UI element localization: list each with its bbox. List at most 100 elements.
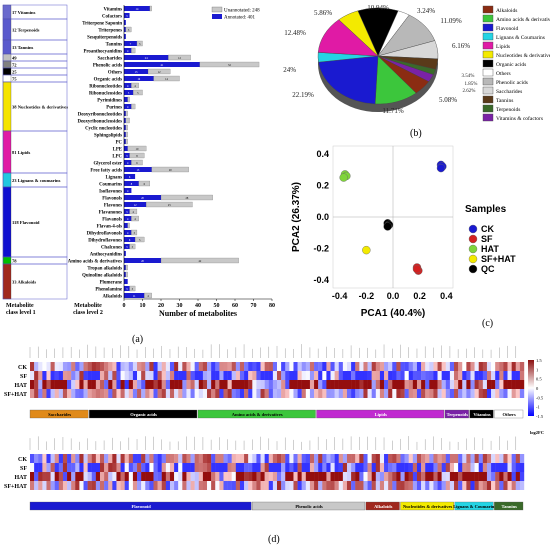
heatmap-cell [46,380,51,389]
heatmap-cell [384,481,389,490]
legend-label: Phenolic acids [496,80,528,86]
heatmap-cell [132,481,138,490]
heatmap-cell [326,389,331,398]
heatmap-cell [416,389,422,398]
heatmap-cell [499,463,504,472]
heatmap-cell [157,472,162,481]
heatmap-cell [408,463,414,472]
heatmap-cell [342,481,348,490]
heatmap-cell [207,389,212,398]
heatmap-cell [322,472,327,481]
x-tick-label: 10 [140,303,146,309]
heatmap-cell [42,481,47,490]
heatmap-cell [178,454,183,463]
heatmap-cell [404,362,409,371]
heatmap-cell [231,463,237,472]
heatmap-cell [363,481,368,490]
bar-unannotated [125,110,128,117]
heatmap-cell [112,371,117,380]
heatmap-cell [34,380,39,389]
heatmap-cell [486,389,492,398]
bar-value-annotated: 11 [133,295,136,298]
colorbar-label: log2FC [530,430,544,435]
heatmap-cell [178,380,183,389]
heatmap-cell [285,380,290,389]
legend-swatch [482,59,494,68]
category-label: Sesquiterpenoids [87,36,122,41]
legend-text-unannotated: Unannotated: 248 [224,9,260,14]
heatmap-cell [421,481,426,490]
heatmap-cell [42,454,47,463]
heatmap-cell [54,454,60,463]
heatmap-cell [264,380,269,389]
bar-unannotated [135,236,145,243]
heatmap-cell [145,362,150,371]
heatmap-cell [252,481,257,490]
pie-percent-label: 5.86% [314,9,332,17]
heatmap-cell [128,481,134,490]
heatmap-cell [248,481,253,490]
category-label: Deoxyribonucleosides [77,120,122,125]
y-tick-label: -0.2 [313,244,329,254]
heatmap-cell [433,371,438,380]
heatmap-cell [293,362,298,371]
legend-label: Terpenoids [496,107,520,113]
heatmap-cell [474,481,479,490]
heatmap-cell [297,472,302,481]
level1-strip [2,67,12,76]
heatmap-cell [215,389,220,398]
heatmap-cell [124,472,129,481]
heatmap-cell [239,389,245,398]
category-label: Glycerol ester [93,162,122,167]
bar-value-annotated: 3 [126,211,128,214]
bar-annotated [124,76,154,81]
heatmap-cell [186,362,191,371]
heatmap-cell [519,472,525,481]
heatmap-cell [174,389,179,398]
heatmap-cell [384,362,389,371]
heatmap-cell [219,472,224,481]
heatmap-cell [511,463,516,472]
heatmap-cell [326,371,331,380]
heatmap-cell [433,481,438,490]
heatmap-cell [79,472,84,481]
heatmap-cell [445,389,451,398]
heatmap-cell [211,389,216,398]
heatmap-cell [252,463,257,472]
heatmap-cell [458,389,463,398]
heatmap-cell [174,371,179,380]
heatmap-cell [145,371,150,380]
heatmap-cell [235,454,241,463]
heatmap-cell [264,454,269,463]
heatmap-cell [141,380,146,389]
heatmap-cell [379,463,385,472]
heatmap-cell [157,380,162,389]
heatmap-cell [330,371,335,380]
heatmap-cell [227,454,232,463]
heatmap-cell [486,463,492,472]
heatmap-cell [67,481,72,490]
level1-label: 17 Vitamins [12,10,36,15]
heatmap-cell [75,481,80,490]
heatmap-cell [202,389,208,398]
heatmap-cell [384,389,389,398]
heatmap-cell [305,389,311,398]
heatmap-cell [239,463,245,472]
heatmap-cell [137,389,142,398]
heatmap-cell [34,362,39,371]
heatmap-cell [219,371,224,380]
heatmap-cell [235,380,241,389]
heatmap-cell [124,362,129,371]
heatmap-cell [153,463,158,472]
heatmap-cell [104,389,109,398]
heatmap-cell [169,371,175,380]
heatmap-cell [466,389,471,398]
bar-value-annotated: 14 [136,8,139,11]
bar-value-unannotated: 20 [169,169,172,172]
heatmap-cell [351,454,356,463]
heatmap-cell [264,389,269,398]
category-label: Flavanones [99,211,122,216]
heatmap-cell [87,371,92,380]
heatmap-cell [355,454,360,463]
heatmap-cell [248,389,253,398]
